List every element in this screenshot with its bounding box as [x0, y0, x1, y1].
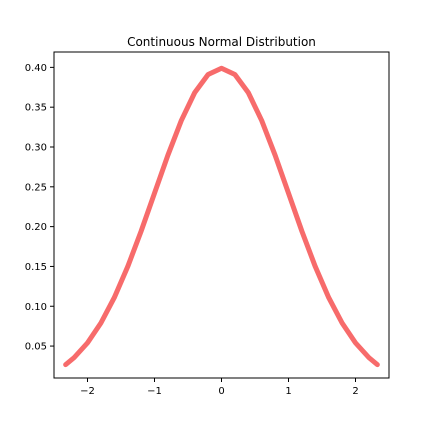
y-tick-label: 0.35 [25, 103, 47, 114]
y-tick-label: 0.40 [25, 63, 47, 74]
y-tick-label: 0.10 [25, 302, 47, 313]
y-tick-label: 0.30 [25, 142, 47, 153]
y-tick-label: 0.20 [25, 222, 47, 233]
x-tick-label: 1 [285, 386, 291, 397]
x-tick-label: 2 [352, 386, 358, 397]
chart-title: Continuous Normal Distribution [127, 35, 316, 49]
y-tick-label: 0.15 [25, 262, 47, 273]
x-tick-label: −2 [80, 386, 95, 397]
normal-curve-line [63, 65, 380, 368]
plot-area [63, 65, 380, 368]
x-tick-label: −1 [147, 386, 162, 397]
y-tick-label: 0.25 [25, 182, 47, 193]
axes: −2 −1 0 1 2 0.05 0.10 0.15 0.20 0.25 0.30 0.35 0.40 [25, 51, 390, 397]
axes-frame [53, 51, 390, 379]
x-tick-label: 0 [218, 386, 224, 397]
y-tick-label: 0.05 [25, 342, 47, 353]
